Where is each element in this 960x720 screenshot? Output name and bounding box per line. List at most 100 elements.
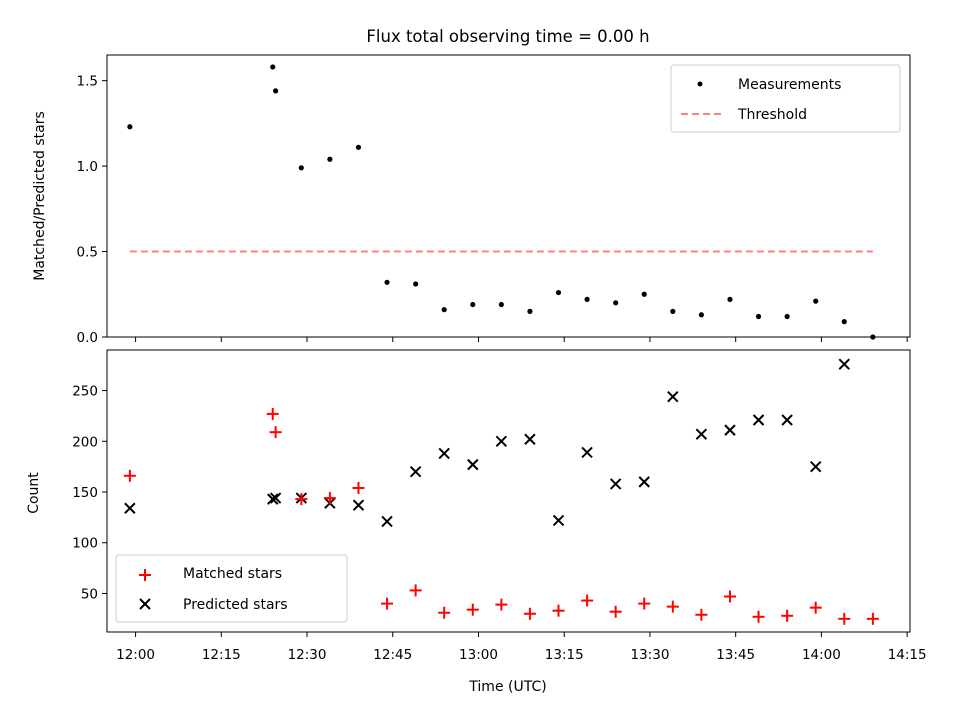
x-axis-label: Time (UTC) xyxy=(468,679,546,695)
matched-star-point xyxy=(809,601,822,614)
measurement-point xyxy=(470,301,476,308)
predicted-marker-stroke xyxy=(667,390,679,403)
predicted-marker-stroke xyxy=(381,515,393,528)
matched-star-point xyxy=(352,481,365,494)
measurement-point xyxy=(584,296,590,302)
bottom-x-tick-label: 12:00 xyxy=(116,647,155,663)
matched-star-point xyxy=(552,604,565,617)
predicted-star-point xyxy=(552,514,565,527)
measurement-point xyxy=(413,281,419,287)
bottom-axes: 50 100 150 200 250 12:00 12:15 12:30 12:45 13:00… xyxy=(26,349,927,695)
predicted-star-point xyxy=(267,493,279,505)
matched-star-point xyxy=(695,608,708,621)
legend-predicted-marker xyxy=(139,598,151,610)
matched-star-point xyxy=(523,607,536,620)
predicted-marker-stroke xyxy=(552,514,565,527)
predicted-marker-stroke xyxy=(638,476,650,488)
measurement-point xyxy=(355,144,362,150)
measurement-point xyxy=(441,307,447,313)
predicted-star-point xyxy=(667,390,679,403)
matched-star-point xyxy=(838,612,851,625)
top-axes: 0.0 0.5 1.0 1.5 Matched/Predicted stars Mea… xyxy=(32,54,911,346)
predicted-marker-stroke xyxy=(467,458,479,471)
bottom-plot-area xyxy=(123,358,879,625)
predicted-star-point xyxy=(752,414,765,426)
predicted-star-point xyxy=(409,466,422,478)
predicted-marker-stroke xyxy=(609,478,622,490)
predicted-star-point xyxy=(124,502,136,514)
predicted-star-point xyxy=(781,414,793,426)
bottom-y-ticks: 50 100 150 200 250 xyxy=(72,384,107,602)
matched-star-point xyxy=(581,594,594,607)
predicted-marker-stroke xyxy=(495,435,508,448)
measurement-point xyxy=(298,165,304,171)
matched-star-point xyxy=(609,605,622,618)
predicted-marker-stroke xyxy=(809,460,822,473)
legend-measurements-marker xyxy=(697,81,703,87)
matched-star-point xyxy=(866,612,879,625)
measurement-point xyxy=(273,88,279,94)
predicted-star-point xyxy=(581,446,593,459)
predicted-marker-stroke xyxy=(438,447,450,460)
matched-star-point xyxy=(666,600,679,613)
measurement-point xyxy=(555,289,562,296)
predicted-star-point xyxy=(269,492,282,504)
bottom-y-tick-label: 200 xyxy=(72,434,98,450)
bottom-x-tick-label: 14:00 xyxy=(802,647,841,663)
measurement-point xyxy=(670,308,676,314)
predicted-star-point xyxy=(381,515,393,528)
legend-measurements-label: Measurements xyxy=(738,77,841,93)
matched-star-point xyxy=(266,407,279,420)
top-plot-area xyxy=(127,64,876,340)
predicted-marker-stroke xyxy=(724,424,736,436)
bottom-axes-frame xyxy=(106,349,911,633)
bottom-x-tick-label: 12:15 xyxy=(202,647,241,663)
bottom-x-tick-label: 13:00 xyxy=(459,647,498,663)
measurement-point xyxy=(127,124,133,130)
matched-star-point xyxy=(495,598,508,611)
bottom-y-tick-label: 250 xyxy=(72,384,98,400)
predicted-star-point xyxy=(724,424,736,436)
bottom-legend: Matched stars Predicted stars xyxy=(115,554,348,623)
bottom-x-tick-label: 14:15 xyxy=(888,647,927,663)
top-y-ticks: 0.0 0.5 1.0 1.5 xyxy=(77,74,107,346)
matched-star-point xyxy=(723,590,736,603)
top-y-tick-label: 1.5 xyxy=(77,74,98,90)
predicted-marker-stroke xyxy=(124,502,136,514)
measurement-point xyxy=(841,319,847,325)
measurement-point xyxy=(270,64,276,70)
predicted-marker-stroke xyxy=(352,499,365,511)
measurement-point xyxy=(784,313,790,320)
legend-matched-label: Matched stars xyxy=(183,566,282,582)
bottom-y-tick-label: 150 xyxy=(72,485,98,501)
predicted-marker-stroke xyxy=(269,492,282,504)
bottom-x-tick-label: 12:30 xyxy=(288,647,327,663)
predicted-marker-stroke xyxy=(524,433,536,445)
predicted-star-point xyxy=(609,478,622,490)
predicted-marker-stroke xyxy=(409,466,422,478)
matched-star-point xyxy=(438,606,451,619)
predicted-marker-stroke xyxy=(581,446,593,459)
bottom-x-ticks: 12:00 12:15 12:30 12:45 13:00 13:15 13:30 13:45… xyxy=(116,632,927,663)
top-y-tick-label: 0.5 xyxy=(77,245,98,261)
matched-star-point xyxy=(466,603,479,616)
predicted-star-point xyxy=(838,358,850,370)
measurement-point xyxy=(698,312,704,318)
measurement-point xyxy=(384,279,390,285)
predicted-star-point xyxy=(495,435,508,448)
matched-star-point xyxy=(409,584,422,597)
bottom-x-tick-label: 13:45 xyxy=(716,647,755,663)
top-axes-frame xyxy=(106,54,911,338)
predicted-star-point xyxy=(524,433,536,445)
measurement-point xyxy=(498,301,504,308)
matched-star-point xyxy=(295,493,308,506)
bottom-x-tick-label: 12:45 xyxy=(373,647,412,663)
measurement-point xyxy=(613,300,619,306)
top-legend-box xyxy=(670,64,901,133)
predicted-marker-stroke xyxy=(695,428,708,440)
measurement-point xyxy=(527,308,533,314)
bottom-y-tick-label: 100 xyxy=(72,536,98,552)
predicted-star-point xyxy=(638,476,650,488)
predicted-marker-stroke xyxy=(838,358,850,370)
measurement-point xyxy=(755,313,762,320)
